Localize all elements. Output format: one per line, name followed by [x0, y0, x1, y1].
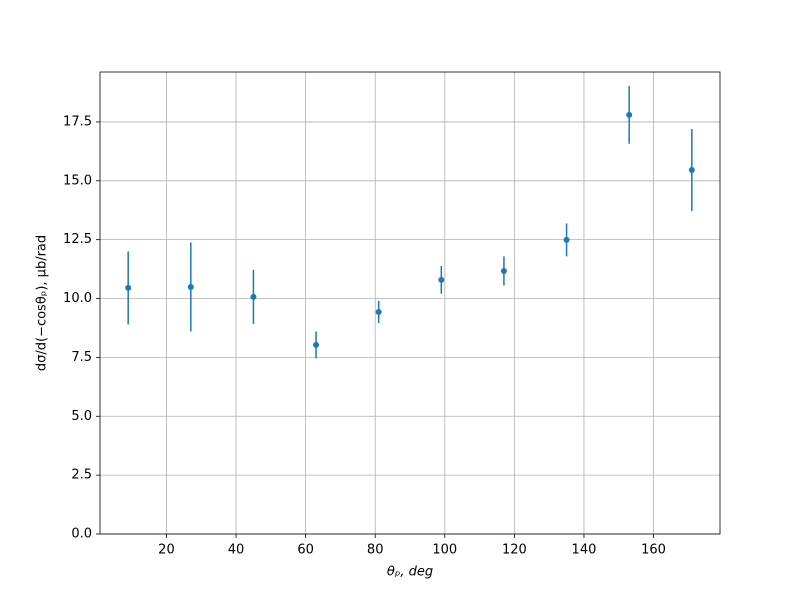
x-tick-label: 120: [502, 543, 527, 558]
x-tick-label: 80: [367, 543, 384, 558]
data-point: [626, 111, 633, 118]
x-tick-label: 60: [297, 543, 314, 558]
y-tick-label: 17.5: [63, 114, 92, 129]
y-tick-label: 0.0: [71, 527, 92, 542]
plot-frame: [99, 71, 721, 535]
y-tick-label: 5.0: [71, 409, 92, 424]
data-point: [563, 236, 570, 243]
data-point: [125, 284, 132, 291]
y-tick-label: 10.0: [63, 291, 92, 306]
data-point: [688, 166, 695, 173]
x-tick-label: 20: [158, 543, 175, 558]
y-tick-label: 2.5: [71, 468, 92, 483]
y-tick-label: 15.0: [63, 173, 92, 188]
y-tick-label: 12.5: [63, 232, 92, 247]
data-point: [313, 341, 320, 348]
y-axis-label: dσ/d(−cosθₚ), μb/rad: [35, 235, 50, 371]
data-point: [500, 267, 507, 274]
data-point: [187, 283, 194, 290]
data-point: [438, 276, 445, 283]
x-tick-label: 100: [432, 543, 457, 558]
x-tick-label: 140: [572, 543, 597, 558]
data-point: [250, 293, 257, 300]
x-axis-label: θₚ, deg: [387, 565, 433, 580]
y-tick-label: 7.5: [71, 350, 92, 365]
x-tick-label: 160: [641, 543, 666, 558]
data-point: [375, 308, 382, 315]
x-tick-label: 40: [228, 543, 245, 558]
